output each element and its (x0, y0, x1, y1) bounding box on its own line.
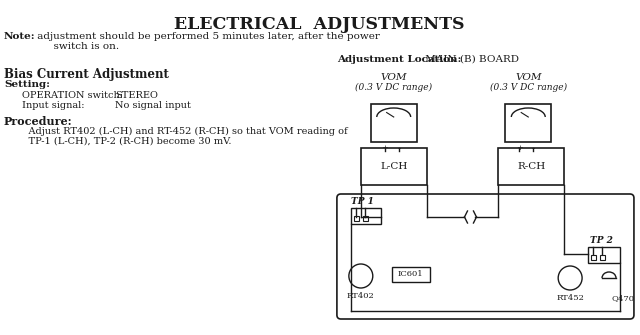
Text: MAIN (B) BOARD: MAIN (B) BOARD (422, 55, 518, 64)
Bar (354, 216, 359, 221)
Bar (363, 216, 368, 221)
Bar (351, 208, 381, 224)
Text: OPERATION switch:: OPERATION switch: (22, 91, 123, 100)
Bar (361, 148, 427, 185)
Text: Procedure:: Procedure: (4, 116, 72, 127)
Text: TP 1: TP 1 (351, 197, 374, 206)
Text: adjustment should be performed 5 minutes later, after the power: adjustment should be performed 5 minutes… (34, 32, 380, 41)
Text: TP-1 (L-CH), TP-2 (R-CH) become 30 mV.: TP-1 (L-CH), TP-2 (R-CH) become 30 mV. (16, 137, 232, 146)
Text: IC601: IC601 (398, 270, 424, 278)
Text: R-CH: R-CH (517, 162, 545, 171)
Text: TP 2: TP 2 (590, 236, 613, 245)
Bar (591, 255, 596, 260)
Bar (499, 148, 564, 185)
Text: RT402: RT402 (347, 292, 374, 300)
Bar (392, 267, 429, 282)
Text: ELECTRICAL  ADJUSTMENTS: ELECTRICAL ADJUSTMENTS (173, 16, 464, 33)
Text: Note:: Note: (4, 32, 36, 41)
Text: STEREO: STEREO (115, 91, 157, 100)
Text: +: + (381, 144, 388, 152)
Text: Adjustment Location:: Adjustment Location: (337, 55, 461, 64)
Text: Q470: Q470 (611, 294, 634, 302)
Text: Adjust RT402 (L-CH) and RT-452 (R-CH) so that VOM reading of: Adjust RT402 (L-CH) and RT-452 (R-CH) so… (16, 127, 348, 136)
Text: Input signal:: Input signal: (22, 101, 84, 110)
Text: L-CH: L-CH (380, 162, 408, 171)
Text: +: + (516, 144, 523, 152)
FancyBboxPatch shape (337, 194, 634, 319)
Bar (588, 247, 620, 263)
Text: (0.3 V DC range): (0.3 V DC range) (490, 83, 567, 92)
Text: Setting:: Setting: (4, 80, 50, 89)
Bar (600, 255, 605, 260)
Bar (371, 104, 417, 142)
Text: switch is on.: switch is on. (34, 42, 119, 51)
Text: -: - (397, 144, 401, 153)
Text: VOM: VOM (380, 73, 407, 82)
Text: No signal input: No signal input (115, 101, 191, 110)
Text: -: - (532, 144, 535, 153)
Bar (506, 104, 551, 142)
Text: RT452: RT452 (556, 294, 584, 302)
Text: Bias Current Adjustment: Bias Current Adjustment (4, 68, 169, 81)
Text: VOM: VOM (515, 73, 541, 82)
Text: (0.3 V DC range): (0.3 V DC range) (355, 83, 432, 92)
